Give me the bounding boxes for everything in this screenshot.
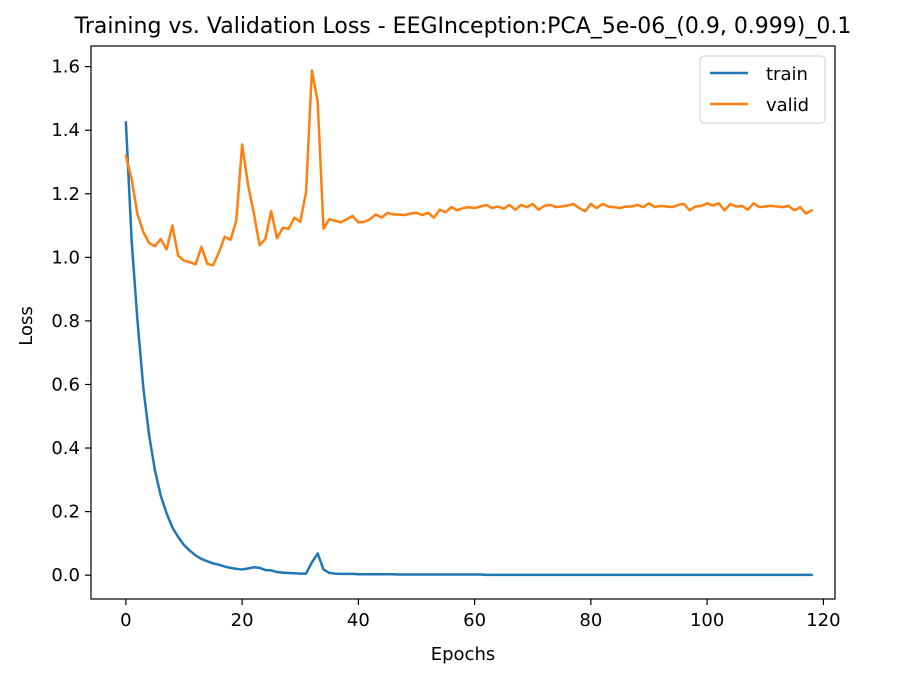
- series-line-valid: [124, 69, 813, 267]
- x-tick-label: 120: [806, 610, 840, 631]
- y-tick-label: 0.8: [51, 311, 80, 332]
- legend: train valid: [699, 55, 826, 124]
- y-axis-label: Loss: [16, 306, 37, 345]
- x-tick-label: 60: [463, 610, 486, 631]
- x-tick-label: 100: [690, 610, 724, 631]
- x-axis-ticks: 0 20 40 60 80 100 120: [120, 599, 841, 631]
- legend-label-train: train: [766, 64, 808, 85]
- y-tick-label: 1.2: [51, 184, 80, 205]
- legend-label-valid: valid: [766, 95, 809, 116]
- y-tick-label: 1.0: [51, 247, 80, 268]
- plot-frame: [90, 45, 836, 600]
- y-tick-label: 0.4: [51, 438, 80, 459]
- x-tick-label: 40: [347, 610, 370, 631]
- y-tick-label: 1.4: [51, 120, 80, 141]
- y-tick-label: 0.0: [51, 565, 80, 586]
- y-tick-label: 0.2: [51, 502, 80, 523]
- y-tick-label: 1.6: [51, 57, 80, 78]
- series-layer: [124, 69, 813, 577]
- x-tick-label: 0: [120, 610, 131, 631]
- x-tick-label: 20: [231, 610, 254, 631]
- y-tick-label: 0.6: [51, 374, 80, 395]
- series-line-train: [124, 121, 813, 577]
- y-axis-ticks: 0.0 0.2 0.4 0.6 0.8 1.0 1.2 1.4 1.6: [51, 57, 91, 586]
- x-tick-label: 80: [579, 610, 602, 631]
- x-axis-label: Epochs: [431, 644, 496, 665]
- chart-title: Training vs. Validation Loss - EEGIncept…: [74, 14, 852, 39]
